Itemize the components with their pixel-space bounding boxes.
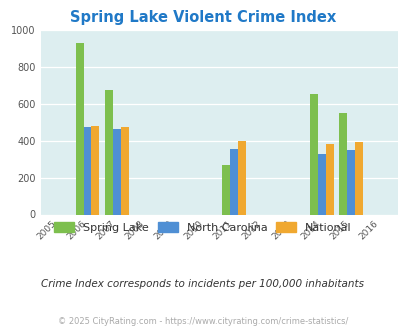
Bar (113, 129, 120, 214)
Bar (91, 126, 99, 214)
Bar (237, 141, 245, 214)
Bar (104, 90, 113, 214)
Bar (317, 153, 325, 214)
Bar (354, 142, 362, 214)
Bar (75, 43, 83, 214)
Bar (325, 144, 333, 214)
Bar (346, 149, 354, 214)
Bar (83, 127, 91, 214)
Bar (222, 165, 229, 214)
Text: Spring Lake Violent Crime Index: Spring Lake Violent Crime Index (70, 10, 335, 25)
Bar (120, 127, 128, 214)
Bar (229, 149, 237, 214)
Text: © 2025 CityRating.com - https://www.cityrating.com/crime-statistics/: © 2025 CityRating.com - https://www.city… (58, 317, 347, 326)
Text: Crime Index corresponds to incidents per 100,000 inhabitants: Crime Index corresponds to incidents per… (41, 279, 364, 289)
Legend: Spring Lake, North Carolina, National: Spring Lake, North Carolina, National (50, 217, 355, 237)
Bar (309, 94, 317, 214)
Bar (338, 114, 346, 214)
